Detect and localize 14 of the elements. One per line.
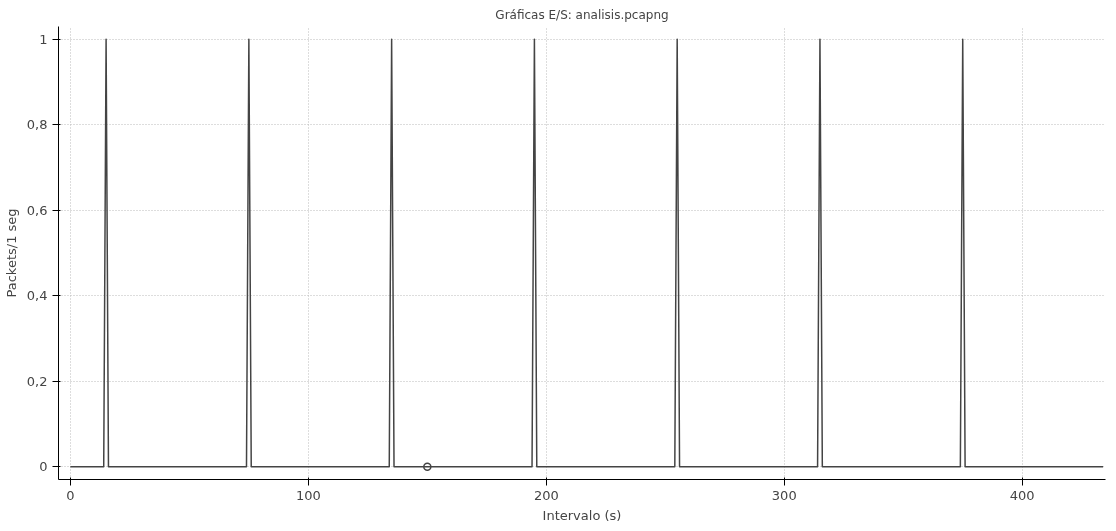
x-tick-label: 200 (533, 487, 559, 503)
x-tick-label: 300 (771, 487, 797, 503)
x-tick-label: 100 (295, 487, 321, 503)
x-tick-label: 0 (66, 487, 75, 503)
y-axis-title: Packets/1 seg (3, 208, 19, 298)
y-tick-label: 0 (39, 459, 48, 475)
y-tick-label: 0,2 (26, 373, 48, 389)
chart-title: Gráficas E/S: analisis.pcapng (495, 7, 669, 22)
y-tick-label: 0,6 (26, 202, 48, 218)
x-axis-title: Intervalo (s) (542, 507, 622, 523)
y-tick-label: 0,8 (26, 117, 48, 133)
y-tick-label: 0,4 (26, 288, 48, 304)
y-tick-label: 1 (39, 31, 48, 47)
x-tick-label: 400 (1009, 487, 1035, 503)
